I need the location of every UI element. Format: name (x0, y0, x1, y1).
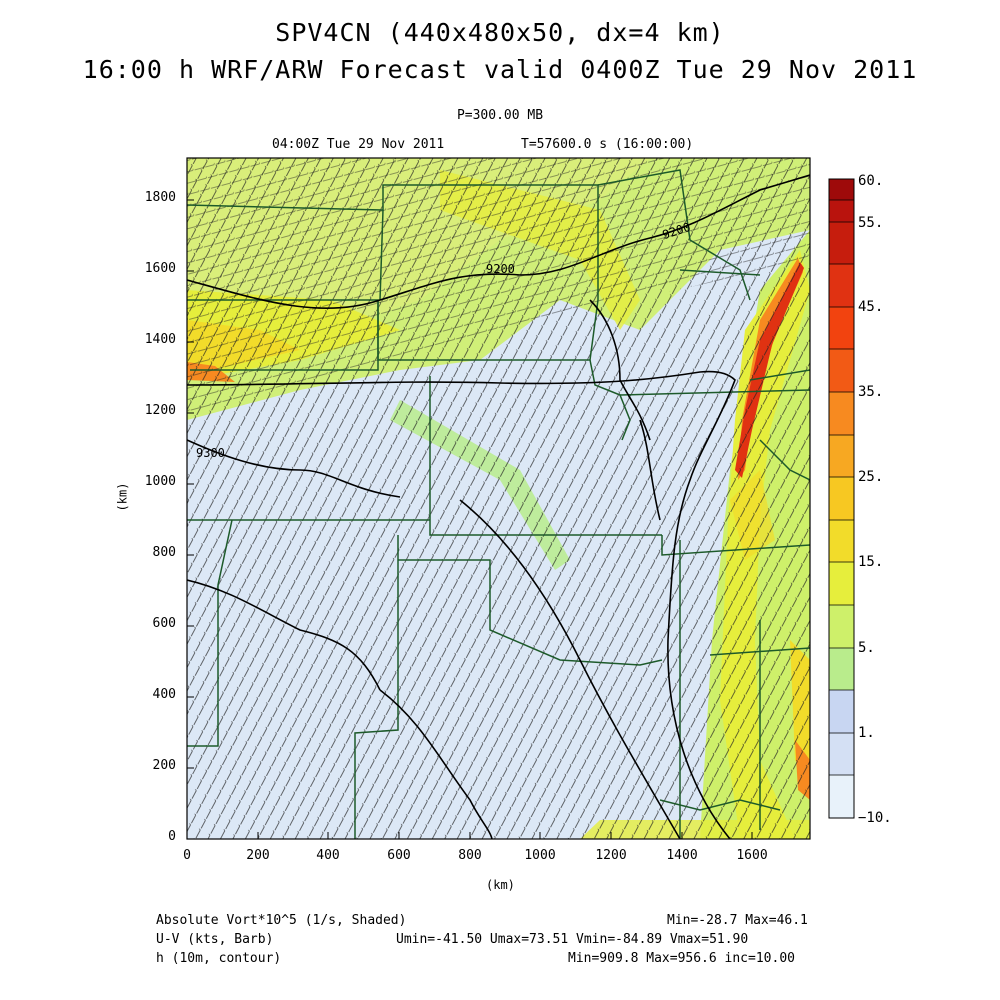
colorbar-label: −10. (858, 810, 892, 826)
x-tick-label: 200 (246, 848, 270, 863)
colorbar-label: 60. (858, 173, 884, 189)
field1-stats: Min=-28.7 Max=46.1 (667, 913, 808, 928)
colorbar-label: 35. (858, 384, 884, 400)
field1-name: Absolute Vort*10^5 (1/s, Shaded) (156, 913, 407, 928)
colorbar (828, 178, 855, 819)
y-tick-label: 800 (152, 545, 176, 560)
x-tick-label: 800 (458, 848, 482, 863)
vorticity-field (187, 158, 810, 839)
x-tick-label: 1000 (524, 848, 556, 863)
y-tick-label: 600 (152, 616, 176, 631)
contour-label-9200-north: 9200 (486, 262, 515, 276)
colorbar-label: 45. (858, 299, 884, 315)
height-contours (187, 174, 810, 839)
y-tick-label: 1800 (144, 190, 176, 205)
colorbar-label: 5. (858, 640, 875, 656)
y-tick-label: 0 (168, 829, 176, 844)
y-tick-label: 400 (152, 687, 176, 702)
y-axis-label: (km) (115, 482, 130, 512)
plot-frame (186, 157, 811, 840)
y-tick-label: 1000 (144, 474, 176, 489)
colorbar-label: 1. (858, 725, 875, 741)
field3-stats: Min=909.8 Max=956.6 inc=10.00 (568, 951, 795, 966)
x-tick-label: 1200 (595, 848, 627, 863)
field3-name: h (10m, contour) (156, 951, 282, 966)
axis-ticks (186, 199, 753, 840)
pressure-level: P=300.00 MB (456, 108, 544, 123)
state-boundaries (187, 169, 810, 839)
x-tick-label: 1400 (666, 848, 698, 863)
colorbar-label: 55. (858, 215, 884, 231)
contour-label-9300: 9300 (196, 446, 225, 460)
x-tick-label: 600 (387, 848, 411, 863)
colorbar-label: 15. (858, 554, 884, 570)
valid-time: 04:00Z Tue 29 Nov 2011 (272, 137, 445, 152)
field2-stats: Umin=-41.50 Umax=73.51 Vmin=-84.89 Vmax=… (396, 932, 749, 947)
colorbar-label: 25. (858, 469, 884, 485)
x-tick-label: 0 (183, 848, 191, 863)
chart-title-line1: SPV4CN (440x480x50, dx=4 km) (275, 18, 725, 47)
y-tick-label: 200 (152, 758, 176, 773)
y-tick-label: 1600 (144, 261, 176, 276)
x-tick-label: 1600 (736, 848, 768, 863)
x-axis-label: (km) (486, 878, 515, 892)
chart-title-line2: 16:00 h WRF/ARW Forecast valid 0400Z Tue… (82, 55, 918, 84)
field2-name: U-V (kts, Barb) (156, 932, 274, 947)
y-tick-label: 1200 (144, 403, 176, 418)
y-tick-label: 1400 (144, 332, 176, 347)
simulation-time: T=57600.0 s (16:00:00) (521, 137, 694, 152)
x-tick-label: 400 (316, 848, 340, 863)
